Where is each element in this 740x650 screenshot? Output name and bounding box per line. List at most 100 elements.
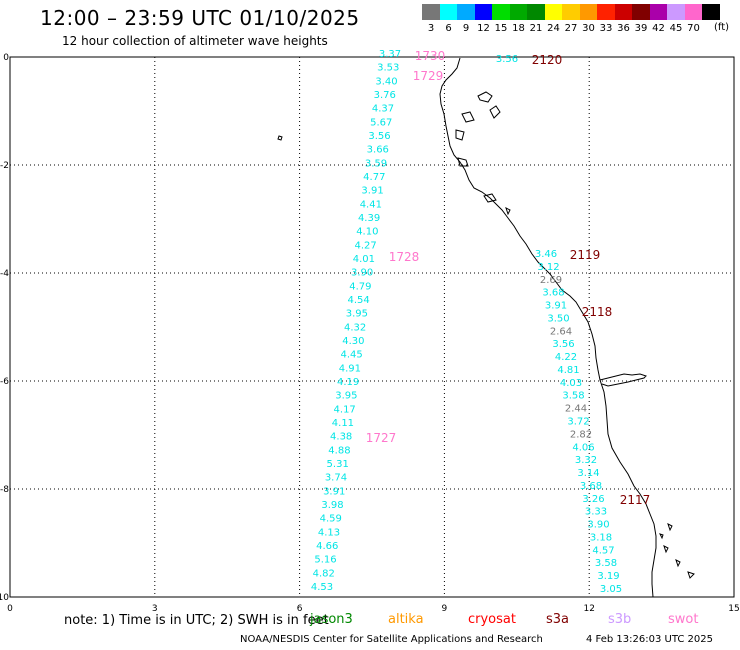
wave-height-label: 3.14 <box>577 468 599 479</box>
legend-swatch <box>509 4 527 20</box>
coastline <box>277 57 695 598</box>
wave-height-label: 4.53 <box>311 582 333 593</box>
y-tick-label: -8 <box>0 485 9 495</box>
wave-height-label: 4.27 <box>354 240 376 251</box>
legend-label: 27 <box>564 23 578 34</box>
legend-swatch <box>457 4 475 20</box>
wave-height-label: 3.95 <box>335 391 357 402</box>
legend-swatch <box>527 4 545 20</box>
pass-number-label: 1729 <box>413 69 444 83</box>
wave-height-label: 4.01 <box>353 254 375 265</box>
legend-label: 42 <box>652 23 665 34</box>
wave-height-label: 5.31 <box>327 459 349 470</box>
wave-height-label: 4.79 <box>349 281 371 292</box>
wave-height-label: 4.81 <box>557 365 579 376</box>
wave-height-label: 3.56 <box>496 54 518 65</box>
wave-height-label: 3.40 <box>375 76 397 87</box>
pass-number-label: 1730 <box>415 49 446 63</box>
satellite-label: cryosat <box>468 612 516 627</box>
wave-height-label: 3.12 <box>537 262 559 273</box>
wave-height-label: 4.91 <box>339 363 361 374</box>
legend-swatch <box>614 4 632 20</box>
x-tick-label: 0 <box>7 604 13 614</box>
page-title: 12:00 – 23:59 UTC 01/10/2025 <box>40 6 360 30</box>
wave-height-label: 4.13 <box>318 527 340 538</box>
wave-height-label: 3.37 <box>379 49 401 60</box>
wave-height-label: 2.44 <box>565 404 587 415</box>
legend-label: 70 <box>687 23 700 34</box>
wave-height-label: 5.16 <box>314 555 336 566</box>
island-path <box>455 91 511 216</box>
wave-height-label: 4.03 <box>560 378 582 389</box>
wave-height-label: 4.22 <box>555 352 577 363</box>
x-tick-label: 12 <box>583 604 594 614</box>
wave-height-label: 4.45 <box>341 350 363 361</box>
x-tick-label: 15 <box>728 604 739 614</box>
wave-height-label: 3.05 <box>600 584 622 595</box>
x-tick-label: 6 <box>297 604 303 614</box>
legend-unit: (ft) <box>714 22 730 33</box>
wave-height-label: 3.59 <box>365 158 387 169</box>
legend-label: 12 <box>477 23 490 34</box>
wave-height-label: 3.32 <box>575 455 597 466</box>
y-tick-label: -10 <box>0 593 9 603</box>
wave-height-label: 5.67 <box>370 117 392 128</box>
legend-label: 6 <box>445 23 452 34</box>
pass-number-label: 2119 <box>570 248 601 262</box>
wave-height-label: 3.46 <box>535 249 557 260</box>
legend-swatch <box>544 4 562 20</box>
legend-swatch <box>597 4 615 20</box>
legend-swatch <box>422 4 440 20</box>
wave-height-label: 3.53 <box>377 63 399 74</box>
wave-height-label: 4.57 <box>592 545 614 556</box>
altimeter-tracks: 3.37 3.53 3.40 3.76 4.37 5.67 3.56 3.66 3.59 4.77… <box>311 49 622 595</box>
legend-label: 21 <box>529 23 543 34</box>
legend-swatch <box>562 4 580 20</box>
wave-height-label: 4.38 <box>330 432 352 443</box>
legend-swatch <box>439 4 457 20</box>
legend-label: 24 <box>547 23 560 34</box>
wave-height-label: 3.98 <box>321 500 343 511</box>
legend-swatch <box>492 4 510 20</box>
legend-label: 9 <box>462 23 470 34</box>
wave-height-label: 4.88 <box>328 445 350 456</box>
wave-height-label: 3.26 <box>582 494 604 505</box>
legend-label: 33 <box>599 23 613 34</box>
pass-number-label: 1727 <box>366 431 397 445</box>
wave-height-label: 3.76 <box>374 90 396 101</box>
y-axis-ticks: 0 -2 -4 -6 -8 -10 <box>0 53 9 603</box>
legend-label: 30 <box>582 23 595 34</box>
wave-height-label: 2.82 <box>570 429 592 440</box>
y-tick-label: -6 <box>0 377 9 387</box>
wave-height-label: 3.58 <box>595 558 617 569</box>
wave-height-label: 3.74 <box>325 473 347 484</box>
legend-label: 45 <box>669 23 683 34</box>
wave-height-label: 4.39 <box>358 213 380 224</box>
legend-swatch <box>667 4 685 20</box>
legend-swatch <box>649 4 667 20</box>
legend-label: 15 <box>494 23 508 34</box>
legend-swatch <box>702 4 720 20</box>
wave-height-label: 3.68 <box>542 288 564 299</box>
legend-swatch <box>474 4 492 20</box>
wave-height-label: 4.11 <box>332 418 354 429</box>
wave-height-label: 3.58 <box>562 391 584 402</box>
wave-height-label: 4.17 <box>334 404 356 415</box>
wave-height-label: 4.30 <box>342 336 364 347</box>
wave-height-label: 3.68 <box>580 481 602 492</box>
wave-height-label: 3.18 <box>590 532 612 543</box>
wave-height-label: 4.32 <box>344 322 366 333</box>
wave-height-label: 3.72 <box>567 417 589 428</box>
pass-number-label: 2118 <box>582 305 613 319</box>
wave-height-label: 3.95 <box>346 309 368 320</box>
legend-label: 36 <box>617 23 630 34</box>
legend-label: 18 <box>512 23 525 34</box>
map-frame <box>9 56 735 598</box>
y-tick-label: -4 <box>0 269 9 279</box>
legend-swatch <box>684 4 702 20</box>
wave-height-label: 3.50 <box>547 313 569 324</box>
timestamp-text: 4 Feb 13:26:03 UTC 2025 <box>586 634 713 645</box>
map-grid <box>10 57 734 597</box>
wave-height-label: 4.06 <box>572 442 594 453</box>
